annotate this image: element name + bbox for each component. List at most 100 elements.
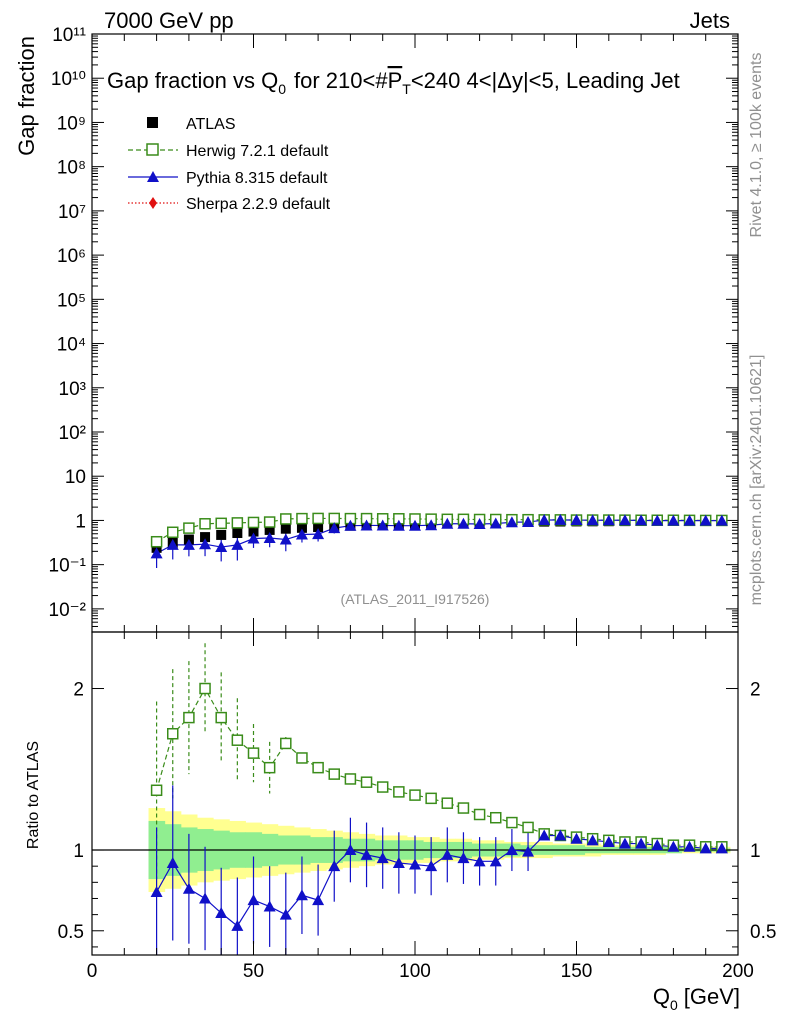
atlas-point xyxy=(232,527,243,538)
ratio-herwig-point xyxy=(280,737,292,750)
ratio-herwig-point xyxy=(312,761,324,774)
ratio-pythia-point xyxy=(231,919,244,931)
ratio-herwig-point xyxy=(490,811,502,824)
header-left: 7000 GeV pp xyxy=(104,8,234,33)
ratio-pythia-point xyxy=(699,842,712,854)
main-y-tick-label: 10⁸ xyxy=(57,158,86,179)
ratio-pythia-point xyxy=(586,834,599,846)
main-title: Gap fraction vs Q0 for 210<#PT<240 4<|Δy|… xyxy=(107,68,680,97)
pythia-point xyxy=(522,516,535,528)
ratio-pythia-point xyxy=(409,858,421,870)
ratio-herwig-point xyxy=(522,821,534,834)
main-y-tick-label: 10¹⁰ xyxy=(51,69,86,90)
herwig-point xyxy=(183,522,195,534)
ratio-herwig-point xyxy=(344,773,357,785)
main-y-tick-label: 1 xyxy=(75,511,86,532)
herwig-point xyxy=(231,517,244,529)
ratio-ylabel: Ratio to ATLAS xyxy=(25,741,42,849)
ratio-pythia-point xyxy=(328,860,341,872)
watermark: (ATLAS_2011_I917526) xyxy=(341,591,490,607)
main-y-tick-label: 10⁹ xyxy=(57,113,86,134)
main-ylabel: Gap fraction xyxy=(14,36,39,156)
pythia-point xyxy=(667,514,680,526)
pythia-point xyxy=(473,518,486,530)
herwig-point xyxy=(199,518,211,530)
ratio-pythia-point xyxy=(360,848,373,860)
main-y-tick-label: 10⁵ xyxy=(57,290,86,311)
main-series xyxy=(150,512,728,569)
legend-label-sherpa: Sherpa 2.2.9 default xyxy=(186,196,331,213)
pythia-point xyxy=(263,532,276,544)
main-y-tick-labels: 10⁻² 10⁻¹ 1 10 10² 10³ 10⁴ 10⁵ 10⁶ 10⁷ 10⁸ 10⁹ 10¹⁰ 1… xyxy=(49,25,87,621)
pythia-point xyxy=(683,514,696,526)
atlas-point xyxy=(216,529,227,540)
legend-marker-atlas xyxy=(147,117,158,128)
ratio-pythia-point xyxy=(489,855,502,867)
ratio-pythia-point xyxy=(344,844,357,856)
pythia-point xyxy=(166,538,179,550)
ratio-herwig-point xyxy=(247,747,260,759)
atlas-point xyxy=(280,523,291,534)
pythia-point xyxy=(247,532,260,544)
herwig-point xyxy=(328,512,340,525)
ratio-herwig-point xyxy=(296,752,308,764)
ratio-herwig-point xyxy=(328,768,340,780)
pythia-point xyxy=(586,514,599,526)
ratio-pythia-point xyxy=(538,829,551,841)
main-y-tick-label: 10⁷ xyxy=(58,202,86,223)
ratio-y-tick-label-left: 2 xyxy=(73,680,84,701)
ratio-herwig-point xyxy=(215,711,227,724)
ratio-pythia-point xyxy=(392,856,405,868)
pythia-point xyxy=(231,538,244,550)
pythia-point xyxy=(279,533,292,545)
pythia-point xyxy=(150,547,163,559)
ratio-pythia-point xyxy=(651,839,664,851)
atlas-point xyxy=(200,532,211,543)
main-axis-ticks xyxy=(91,33,739,633)
pythia-point xyxy=(505,516,518,528)
legend-label-herwig: Herwig 7.2.1 default xyxy=(186,143,329,160)
pythia-point xyxy=(538,514,551,526)
pythia-point xyxy=(699,514,712,526)
ratio-pythia-point xyxy=(376,852,389,864)
side-label-top: Rivet 4.1.0, ≥ 100k events xyxy=(748,53,765,238)
ratio-pythia-point xyxy=(570,832,583,844)
pythia-point xyxy=(312,528,325,540)
ratio-herwig-point xyxy=(441,797,454,809)
pythia-point xyxy=(635,514,648,526)
ratio-series xyxy=(150,643,728,955)
ratio-pythia-point xyxy=(683,840,696,852)
ratio-panel: 0.5 0.5 1 1 2 2 0 50 100 150 200 Ratio to ATLAS Q0… xyxy=(25,631,776,1013)
ratio-x-tick-label: 150 xyxy=(561,961,593,982)
ratio-herwig-point xyxy=(409,789,421,801)
ratio-herwig-point xyxy=(425,792,437,805)
herwig-point xyxy=(263,516,276,528)
ratio-herwig-point xyxy=(360,776,373,788)
atlas-point xyxy=(264,524,275,535)
ratio-herwig-point xyxy=(457,802,470,814)
ratio-herwig-point xyxy=(506,816,518,829)
ratio-x-tick-label: 50 xyxy=(243,961,264,982)
ratio-pythia-point xyxy=(182,882,195,894)
herwig-point xyxy=(247,516,260,529)
legend-label-atlas: ATLAS xyxy=(186,116,236,133)
ratio-herwig-point xyxy=(183,711,195,724)
ratio-y-tick-label-left: 0.5 xyxy=(58,922,84,943)
main-y-tick-label: 10⁶ xyxy=(57,246,86,267)
ratio-pythia-point xyxy=(618,837,631,849)
pythia-point xyxy=(618,514,631,526)
herwig-point xyxy=(150,535,163,548)
herwig-point xyxy=(312,512,324,525)
main-y-tick-label: 10¹¹ xyxy=(52,25,86,46)
pythia-point xyxy=(360,519,373,531)
ratio-pythia-point xyxy=(263,900,276,912)
main-y-tick-label: 10⁻¹ xyxy=(49,556,87,577)
ratio-frame xyxy=(91,631,739,956)
ratio-pythia-point xyxy=(425,860,438,872)
ratio-x-tick-label: 200 xyxy=(722,961,754,982)
ratio-xlabel: Q0 [GeV] xyxy=(653,984,740,1013)
pythia-point xyxy=(554,513,567,525)
ratio-y-tick-label-right: 1 xyxy=(750,841,761,862)
atlas-point xyxy=(313,522,324,533)
